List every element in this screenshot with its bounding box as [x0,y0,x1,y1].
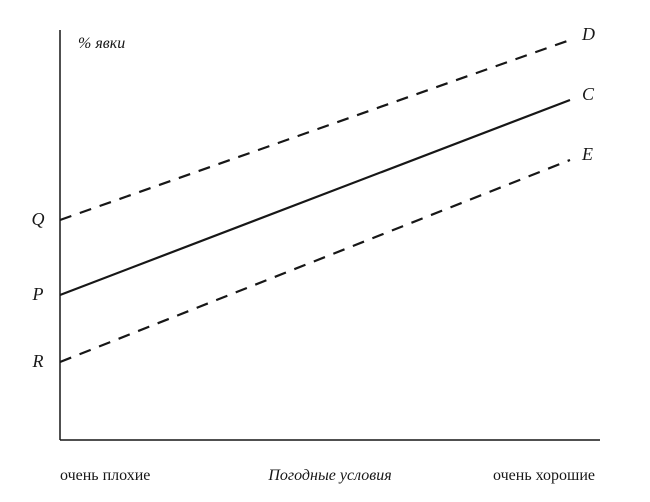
y-point-label-r: R [32,351,44,371]
turnout-weather-chart: % явки D C E Q P R очень плохие Погодные… [0,0,650,502]
y-axis-title: % явки [78,35,125,52]
x-tick-label-left: очень плохие [60,467,150,484]
x-axis-title: Погодные условия [267,467,391,484]
y-point-label-q: Q [32,209,45,229]
series-line-c [60,100,570,295]
y-point-label-p: P [32,284,44,304]
series-end-label-e: E [581,144,593,164]
series-end-label-c: C [582,84,595,104]
chart-svg: % явки D C E Q P R очень плохие Погодные… [0,0,650,502]
series-end-label-d: D [581,24,595,44]
series-line-e [60,160,570,362]
x-tick-label-right: очень хорошие [493,467,595,484]
